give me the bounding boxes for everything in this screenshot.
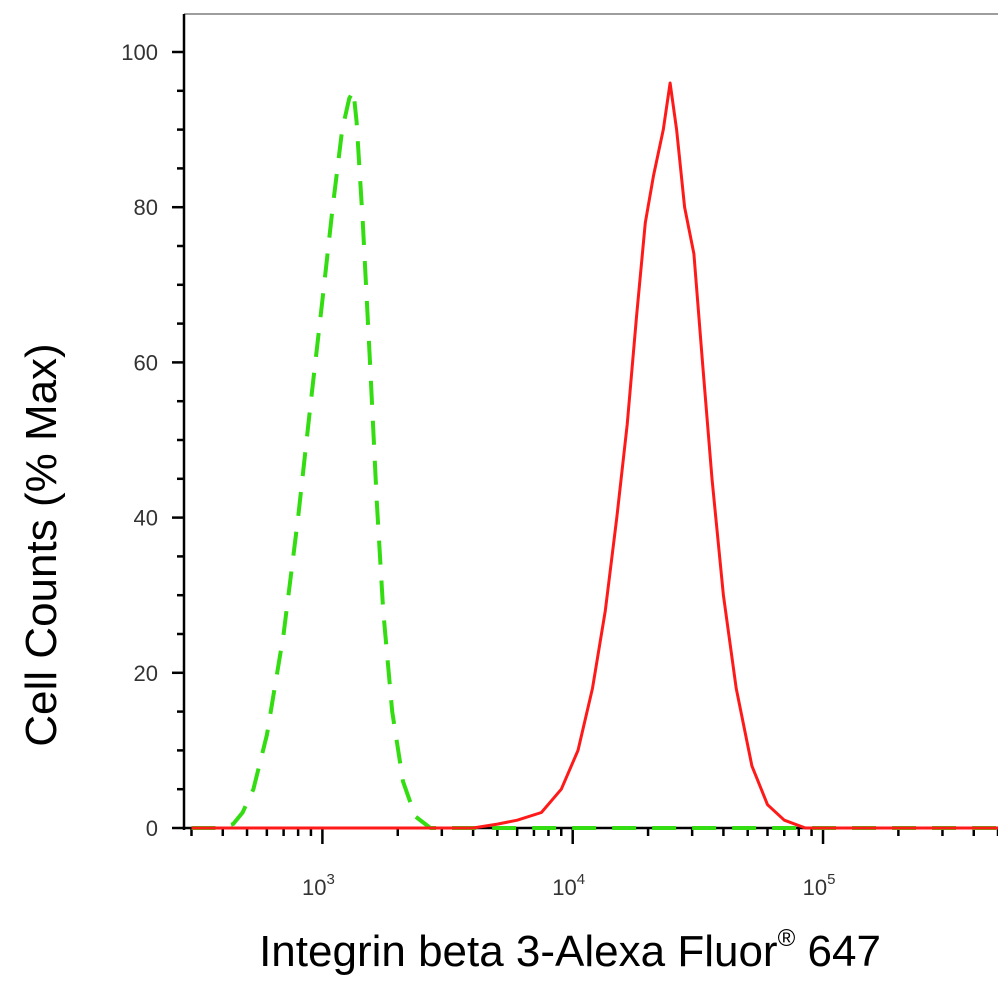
x-axis-label: Integrin beta 3-Alexa Fluor® 647 (259, 925, 881, 976)
y-tick-label: 0 (146, 816, 158, 841)
x-tick-label: 104 (552, 871, 585, 900)
x-tick-label: 103 (302, 871, 335, 900)
x-tick-label-exponent: 4 (577, 871, 585, 888)
x-axis: 103 104 105 (184, 826, 998, 900)
x-tick-label-base: 10 (552, 875, 576, 900)
y-axis: 0 20 40 60 80 100 (121, 14, 186, 841)
control-histogram-line (191, 88, 998, 830)
y-tick-label: 100 (121, 40, 158, 65)
y-tick-label: 80 (134, 195, 158, 220)
x-tick-label-exponent: 3 (326, 871, 334, 888)
x-tick-label-exponent: 5 (827, 871, 835, 888)
x-axis-label-registered-mark: ® (778, 925, 796, 952)
y-tick-label: 40 (134, 506, 158, 531)
x-axis-label-suffix: 647 (795, 927, 881, 976)
series-layer (191, 81, 998, 830)
y-axis-label: Cell Counts (% Max) (17, 343, 66, 746)
y-tick-label: 60 (134, 350, 158, 375)
x-tick-label-base: 10 (803, 875, 827, 900)
x-axis-label-main: Integrin beta 3-Alexa Fluor (259, 927, 778, 976)
sample-histogram-line (191, 81, 998, 830)
x-tick-label: 105 (803, 871, 836, 900)
y-tick-label: 20 (134, 661, 158, 686)
x-tick-label-base: 10 (302, 875, 326, 900)
